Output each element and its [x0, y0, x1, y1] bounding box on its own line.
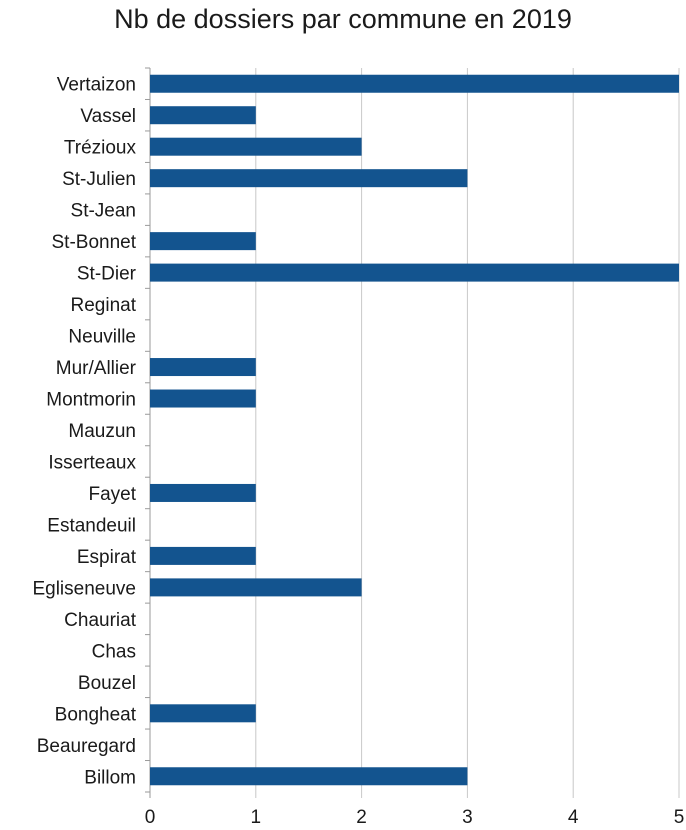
bar-bongheat — [150, 704, 256, 723]
category-label-layer: Vertaizon Vassel Trézioux St-Julien St-Jean S… — [32, 75, 136, 789]
bar-st-dier — [150, 263, 679, 282]
bar-mur-allier — [150, 358, 256, 377]
category-label: Espirat — [77, 547, 137, 568]
category-label: Egliseneuve — [32, 578, 136, 599]
category-label: Mauzun — [68, 421, 136, 442]
category-label: St-Jean — [71, 201, 136, 222]
category-label: Montmorin — [46, 390, 136, 411]
category-label: Reginat — [71, 295, 137, 316]
category-label: Vertaizon — [57, 75, 136, 96]
category-label: Billom — [84, 767, 136, 788]
category-label: St-Dier — [77, 264, 137, 285]
x-tick-label: 2 — [356, 807, 367, 828]
category-label: Bouzel — [78, 673, 136, 694]
bar-st-julien — [150, 169, 468, 188]
bar-st-bonnet — [150, 232, 256, 251]
category-label: Trézioux — [64, 138, 137, 159]
bar-montmorin — [150, 389, 256, 408]
tick-label-layer: 0 1 2 3 4 5 — [145, 807, 685, 828]
grid-layer — [145, 67, 680, 798]
bar-tr-zioux — [150, 137, 362, 156]
category-label: Mur/Allier — [56, 358, 137, 379]
bar-vassel — [150, 106, 256, 125]
x-tick-label: 1 — [251, 807, 262, 828]
category-label: Chas — [92, 641, 136, 662]
bar-fayet — [150, 483, 256, 502]
bar-espirat — [150, 546, 256, 565]
bar-billom — [150, 767, 468, 786]
x-tick-label: 4 — [568, 807, 579, 828]
category-label: Neuville — [68, 327, 136, 348]
category-label: St-Julien — [62, 169, 136, 190]
category-label: St-Bonnet — [52, 232, 137, 253]
bar-layer — [150, 74, 679, 786]
category-label: Fayet — [88, 484, 136, 505]
x-tick-label: 0 — [145, 807, 156, 828]
bar-vertaizon — [150, 74, 679, 93]
category-label: Chauriat — [64, 610, 137, 631]
x-tick-label: 5 — [674, 807, 685, 828]
bar-egliseneuve — [150, 578, 362, 597]
category-label: Isserteaux — [48, 452, 136, 473]
category-label: Bongheat — [55, 704, 137, 725]
category-label: Estandeuil — [47, 515, 136, 536]
category-label: Beauregard — [37, 736, 136, 757]
category-label: Vassel — [80, 106, 136, 127]
chart-title: Nb de dossiers par commune en 2019 — [114, 4, 572, 34]
x-tick-label: 3 — [462, 807, 473, 828]
